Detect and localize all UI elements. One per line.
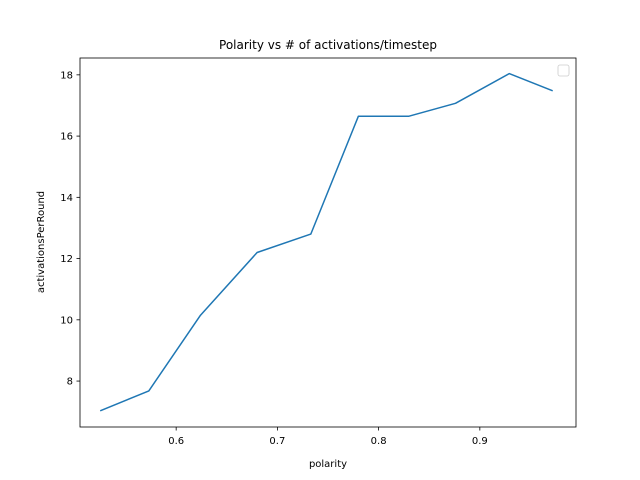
chart-title: Polarity vs # of activations/timestep: [219, 38, 437, 52]
y-tick-label: 10: [60, 315, 73, 326]
y-tick-label: 12: [60, 254, 73, 265]
y-axis-label: activationsPerRound: [36, 191, 47, 293]
x-tick-label: 0.8: [371, 436, 387, 447]
x-axis-ticks: 0.6 0.7 0.8 0.9: [168, 427, 488, 447]
x-tick-label: 0.7: [269, 436, 285, 447]
y-tick-label: 14: [60, 193, 73, 204]
y-tick-label: 18: [60, 70, 73, 81]
x-tick-label: 0.9: [472, 436, 488, 447]
x-axis-label: polarity: [309, 459, 347, 470]
legend-box: [557, 64, 570, 77]
x-tick-label: 0.6: [168, 436, 184, 447]
y-tick-label: 16: [60, 132, 73, 143]
y-tick-label: 8: [67, 377, 73, 388]
series-line-0: [99, 72, 553, 412]
plot-frame: [79, 57, 577, 428]
plot-area: [99, 72, 553, 412]
y-axis-ticks: 8 10 12 14 16 18: [60, 70, 80, 388]
